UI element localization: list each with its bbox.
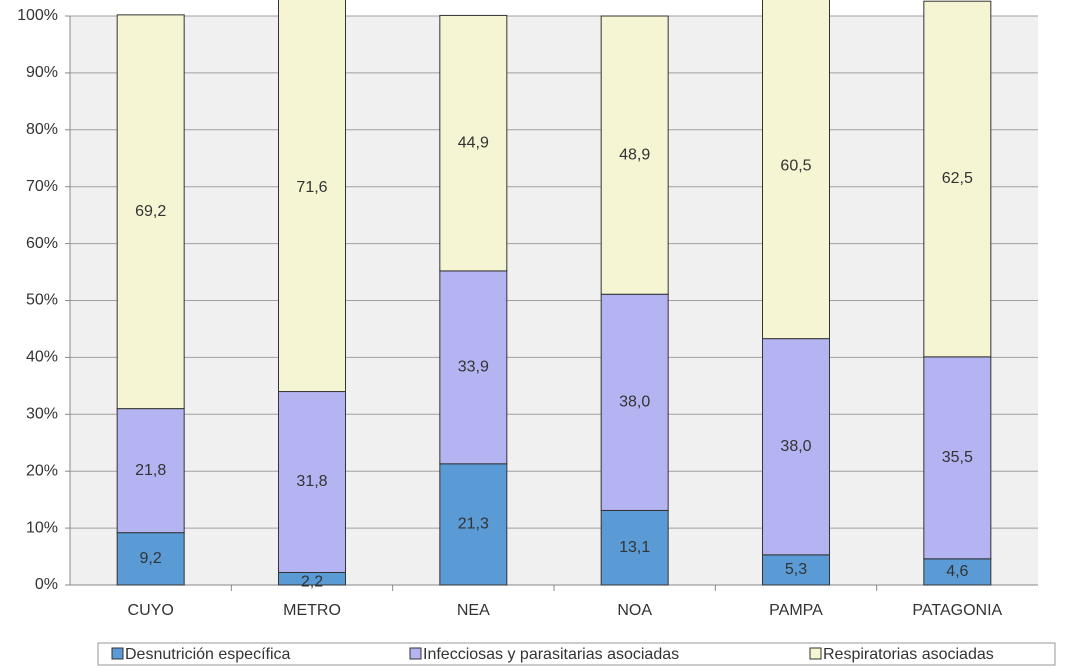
x-tick-label: METRO	[283, 602, 341, 619]
bar-segment	[439, 270, 508, 465]
data-label: 2,2	[301, 574, 323, 591]
data-label: 9,2	[140, 550, 162, 567]
bar-segment	[600, 293, 669, 511]
legend-label: Infecciosas y parasitarias asociadas	[423, 646, 679, 663]
data-label: 35,5	[942, 449, 973, 466]
bar-segment	[439, 463, 508, 586]
y-tick-label: 30%	[26, 406, 58, 423]
legend-label: Respiratorias asociadas	[823, 646, 994, 663]
y-tick-label: 40%	[26, 349, 58, 366]
legend-swatch	[409, 647, 422, 660]
y-tick-label: 70%	[26, 178, 58, 195]
x-tick-label: PATAGONIA	[912, 602, 1002, 619]
bar-segment	[762, 338, 830, 556]
data-label: 21,8	[135, 462, 166, 479]
bar-segment	[116, 14, 185, 410]
data-label: 71,6	[296, 179, 327, 196]
y-tick-label: 80%	[26, 121, 58, 138]
x-tick-label: NEA	[457, 602, 490, 619]
bar-segment	[923, 0, 992, 358]
data-label: 44,9	[458, 134, 489, 151]
bar-segment	[278, 391, 346, 573]
legend-swatch	[809, 647, 822, 660]
y-tick-label: 10%	[26, 519, 58, 536]
x-tick-label: CUYO	[128, 602, 174, 619]
legend-label: Desnutrición específica	[125, 646, 291, 663]
data-label: 4,6	[946, 563, 968, 580]
x-tick-label: PAMPA	[769, 602, 823, 619]
y-tick-label: 20%	[26, 462, 58, 479]
data-label: 13,1	[619, 539, 650, 556]
bar-segment	[923, 356, 992, 560]
legend-swatch	[111, 647, 124, 660]
data-label: 38,0	[619, 394, 650, 411]
y-tick-label: 60%	[26, 235, 58, 252]
data-label: 60,5	[780, 158, 811, 175]
bar-segment	[116, 408, 185, 534]
data-label: 38,0	[780, 438, 811, 455]
data-label: 62,5	[942, 170, 973, 187]
data-label: 48,9	[619, 146, 650, 163]
data-label: 33,9	[458, 359, 489, 376]
y-tick-label: 50%	[26, 292, 58, 309]
y-tick-label: 90%	[26, 64, 58, 81]
y-tick-label: 100%	[17, 7, 58, 24]
bar-segment	[762, 0, 830, 340]
data-label: 21,3	[458, 516, 489, 533]
y-tick-label: 0%	[35, 576, 58, 593]
bar-segment	[923, 558, 992, 586]
bar-segment	[439, 14, 508, 272]
data-label: 69,2	[135, 203, 166, 220]
x-tick-label: NOA	[617, 602, 652, 619]
data-label: 5,3	[785, 561, 807, 578]
data-label: 31,8	[296, 473, 327, 490]
bar-segment	[116, 532, 185, 586]
bar-segment	[600, 15, 669, 295]
bar-segment	[278, 0, 346, 393]
